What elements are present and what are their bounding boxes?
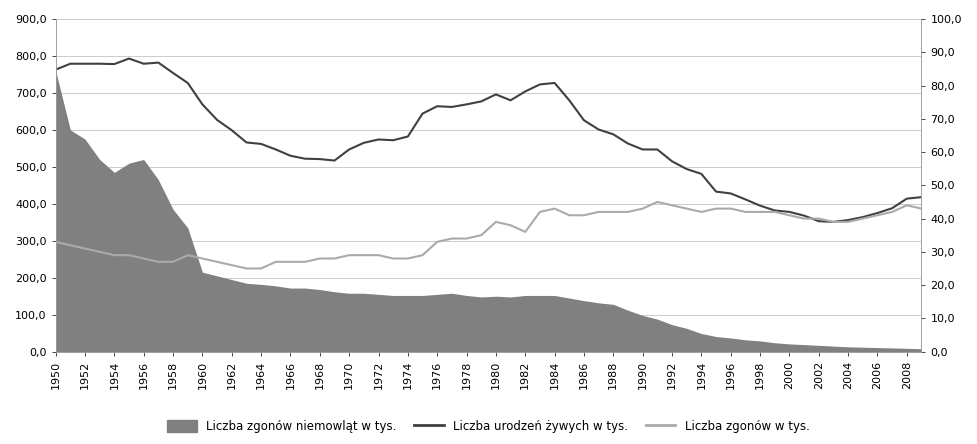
Legend: Liczba zgonów niemowląt w tys., Liczba urodzeń żywych w tys., Liczba zgonów w ty: Liczba zgonów niemowląt w tys., Liczba u…: [162, 416, 815, 438]
